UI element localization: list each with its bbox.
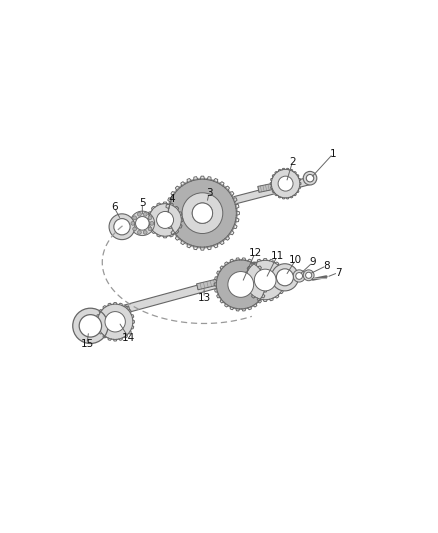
- Circle shape: [109, 214, 135, 240]
- Circle shape: [303, 172, 317, 185]
- Circle shape: [245, 260, 286, 301]
- Polygon shape: [197, 276, 232, 290]
- Circle shape: [293, 270, 305, 282]
- Text: 13: 13: [198, 293, 211, 303]
- Circle shape: [130, 211, 155, 236]
- Text: 12: 12: [248, 248, 261, 258]
- Circle shape: [138, 212, 141, 216]
- Circle shape: [192, 203, 212, 223]
- Circle shape: [105, 312, 125, 332]
- Text: 1: 1: [330, 149, 336, 159]
- Circle shape: [79, 314, 102, 337]
- Circle shape: [306, 174, 314, 182]
- Circle shape: [157, 212, 173, 229]
- Polygon shape: [78, 306, 130, 325]
- Text: 3: 3: [206, 188, 212, 198]
- Circle shape: [276, 269, 293, 286]
- Circle shape: [143, 212, 147, 216]
- Text: 14: 14: [122, 333, 135, 343]
- Circle shape: [215, 259, 266, 310]
- Circle shape: [97, 303, 134, 340]
- Text: 7: 7: [335, 268, 342, 278]
- Circle shape: [271, 169, 300, 198]
- Circle shape: [167, 177, 238, 248]
- Text: 4: 4: [169, 193, 175, 204]
- Circle shape: [228, 271, 254, 297]
- Text: 5: 5: [139, 198, 146, 208]
- Circle shape: [254, 269, 276, 291]
- Circle shape: [133, 216, 137, 220]
- Circle shape: [271, 264, 298, 291]
- Circle shape: [148, 203, 182, 237]
- Circle shape: [114, 219, 130, 235]
- Circle shape: [296, 272, 303, 279]
- Polygon shape: [78, 267, 266, 326]
- Circle shape: [303, 270, 314, 281]
- Circle shape: [73, 308, 108, 343]
- Polygon shape: [258, 178, 300, 192]
- Circle shape: [148, 227, 152, 231]
- Circle shape: [135, 216, 149, 230]
- Circle shape: [306, 272, 312, 278]
- Text: 6: 6: [111, 203, 117, 212]
- Circle shape: [133, 227, 137, 231]
- Circle shape: [182, 193, 223, 233]
- Circle shape: [278, 176, 293, 191]
- Text: 9: 9: [309, 257, 316, 268]
- Circle shape: [138, 230, 141, 235]
- Text: 15: 15: [80, 339, 94, 349]
- Polygon shape: [132, 177, 310, 230]
- Circle shape: [131, 221, 135, 225]
- Circle shape: [192, 203, 212, 223]
- Text: 8: 8: [323, 261, 330, 271]
- Text: 2: 2: [289, 157, 296, 167]
- Text: 11: 11: [270, 251, 284, 261]
- Circle shape: [148, 216, 152, 220]
- Circle shape: [150, 221, 154, 225]
- Circle shape: [143, 230, 147, 235]
- Text: 10: 10: [289, 255, 302, 265]
